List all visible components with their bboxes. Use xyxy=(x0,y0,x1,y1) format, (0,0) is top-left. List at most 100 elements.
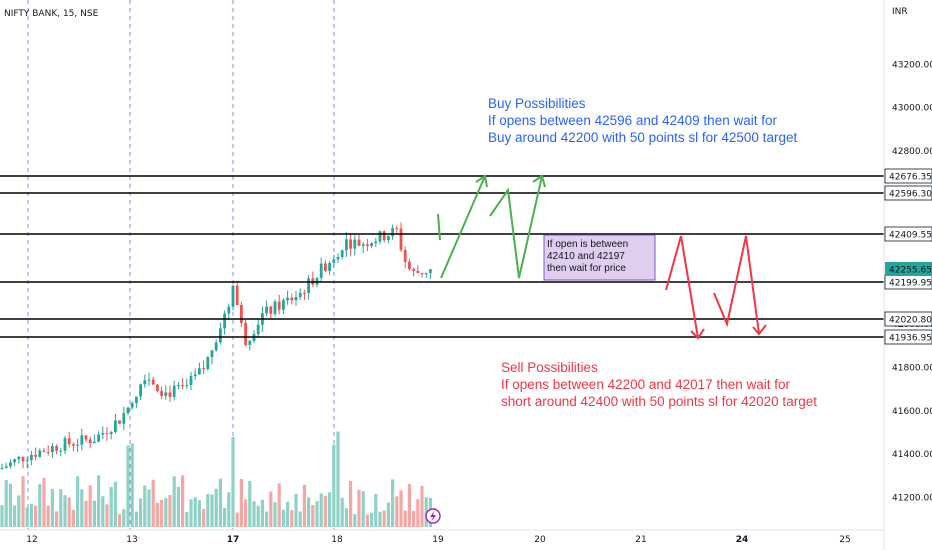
lightning-icon[interactable] xyxy=(425,508,441,524)
volume-bar xyxy=(248,480,252,527)
candle-body xyxy=(244,322,247,345)
volume-bar xyxy=(281,509,285,527)
sell-annotation[interactable]: Sell Possibilities If opens between 4220… xyxy=(501,360,817,409)
sell-arrow-head xyxy=(690,328,705,340)
volume-bar xyxy=(361,491,365,527)
volume-bar xyxy=(202,508,206,527)
volume-bar xyxy=(67,497,71,527)
candle-body xyxy=(143,380,147,385)
level-label: 41936.95 xyxy=(889,334,932,344)
volume-bar xyxy=(391,479,395,527)
candle-body xyxy=(118,420,121,424)
volume-bar xyxy=(403,510,407,527)
volume-bar xyxy=(227,492,231,527)
volume-bar xyxy=(214,488,218,527)
candle-body xyxy=(256,324,260,335)
price-scale[interactable]: 41200.0041400.0041600.0041800.0042000.00… xyxy=(883,0,932,550)
level-label-bg xyxy=(884,185,932,201)
candle-body xyxy=(399,228,403,250)
candle-body xyxy=(382,231,386,241)
candle-body xyxy=(240,304,243,323)
volume-bar xyxy=(176,486,180,527)
candle-body xyxy=(336,257,340,260)
candle-body xyxy=(198,368,201,375)
candle-body xyxy=(420,272,424,275)
volume-bar xyxy=(302,484,306,527)
sell-arrow-head xyxy=(752,324,767,336)
candle-body xyxy=(135,396,138,404)
volume-bar xyxy=(17,495,21,527)
candle-body xyxy=(177,385,180,387)
buy-arrow-leg xyxy=(440,175,486,279)
volume-bar xyxy=(407,483,411,527)
candle-body xyxy=(63,438,67,451)
time-tick-label: 17 xyxy=(227,535,240,545)
time-tick-label: 12 xyxy=(26,535,37,545)
price-tick-label: 43200.00 xyxy=(892,60,932,70)
candle-body xyxy=(42,450,46,452)
candle-body xyxy=(424,272,428,275)
level-label: 42199.95 xyxy=(889,279,932,289)
volume-bar xyxy=(63,495,67,527)
candle-body xyxy=(282,300,285,310)
volume-bar xyxy=(256,505,260,527)
currency-label: INR xyxy=(892,7,908,17)
volume-bar xyxy=(21,476,25,527)
candle-body xyxy=(34,454,37,457)
candle-body xyxy=(202,368,205,370)
candle-body xyxy=(429,269,432,273)
candle-body xyxy=(156,384,159,392)
level-label: 42676.35 xyxy=(889,173,932,183)
volume-bar xyxy=(286,501,290,527)
candle-body xyxy=(412,269,415,271)
candle-body xyxy=(391,228,394,237)
candle-body xyxy=(277,301,281,310)
volume-bar xyxy=(164,498,168,527)
horizontal-levels[interactable] xyxy=(0,175,884,338)
volume-bar xyxy=(42,477,46,527)
note-box[interactable]: If open is between 42410 and 42197 then … xyxy=(543,234,656,281)
volume-bar xyxy=(76,476,80,527)
candle-body xyxy=(80,435,84,445)
volume-bar xyxy=(92,500,96,527)
volume-bar xyxy=(97,475,101,527)
volume-bar xyxy=(197,500,201,527)
volume-bar xyxy=(332,444,336,527)
candle-body xyxy=(51,446,54,453)
buy-annotation[interactable]: Buy Possibilities If opens between 42596… xyxy=(488,96,797,145)
volume-bar xyxy=(269,491,273,527)
candle-body xyxy=(168,392,172,397)
volume-bar xyxy=(412,510,416,527)
level-label: 42596.30 xyxy=(889,190,932,200)
candle-body xyxy=(55,446,58,451)
sell-line-2: short around 42400 with 50 points sl for… xyxy=(501,394,817,409)
sell-zigzag-arrow[interactable] xyxy=(665,235,767,340)
candle-body xyxy=(349,239,352,249)
buy-zigzag-arrow[interactable] xyxy=(437,174,546,279)
volume-bar xyxy=(155,502,159,527)
buy-line-2: Buy around 42200 with 50 points sl for 4… xyxy=(488,130,797,145)
volume-bar xyxy=(294,493,298,527)
candle-body xyxy=(319,263,323,278)
last-price-bg xyxy=(885,262,932,276)
volume-bar xyxy=(319,493,323,527)
candle-body xyxy=(122,413,126,424)
volume-bar xyxy=(105,504,109,527)
volume-bar xyxy=(235,512,239,527)
volume-bar xyxy=(4,479,8,527)
level-label-bg xyxy=(884,226,932,242)
candle-body xyxy=(59,450,63,452)
candle-body xyxy=(370,243,373,246)
volume-bar xyxy=(25,507,29,527)
candle-body xyxy=(265,306,268,314)
volume-bar xyxy=(323,495,327,527)
time-scale[interactable]: 12 13 17 18 19 20 21 24 25 xyxy=(0,529,884,545)
volume-bar xyxy=(181,475,185,527)
volume-bar xyxy=(340,497,344,527)
volume-bar xyxy=(29,503,33,527)
last-price-badge: 42255.65 xyxy=(885,262,932,276)
time-tick-label: 18 xyxy=(331,535,343,545)
candle-body xyxy=(193,374,197,377)
volume-bar xyxy=(160,499,164,527)
